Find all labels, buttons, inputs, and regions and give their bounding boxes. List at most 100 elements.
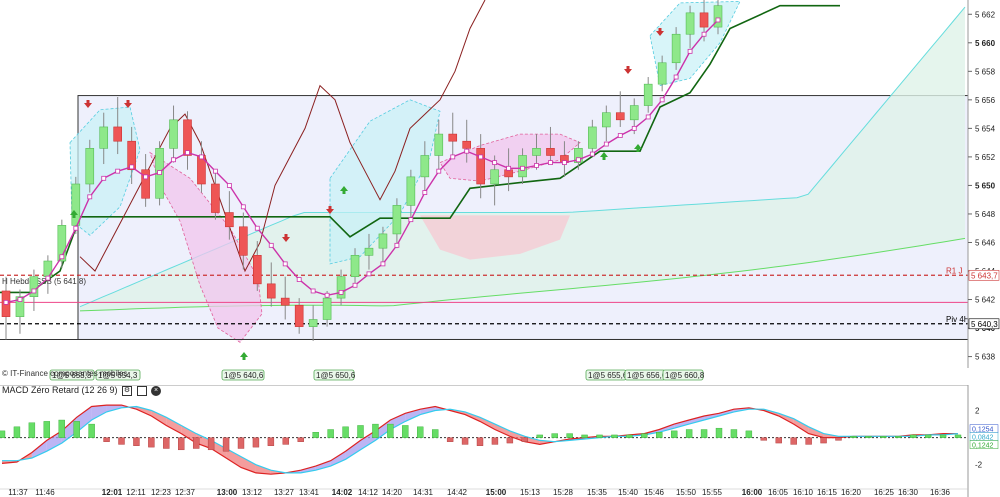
time-tick-label: 16:30 <box>898 488 919 497</box>
candle-body-down <box>280 297 290 306</box>
price-tick-label: 5 646 <box>975 238 996 247</box>
trade-annotation-label: 1@5 650,6 <box>316 371 356 380</box>
candle-body-up <box>713 5 723 28</box>
macd-ribbon <box>46 430 62 452</box>
ma-marker <box>380 261 386 267</box>
macd-ribbon <box>255 464 271 475</box>
macd-histogram-bar <box>626 434 633 438</box>
candle <box>657 55 667 92</box>
candle <box>57 219 67 269</box>
macd-histogram-bar <box>207 437 215 451</box>
macd-histogram-bar <box>551 433 558 438</box>
macd-histogram-bar <box>73 421 80 438</box>
macd-histogram-bar <box>417 426 424 438</box>
candle-body-up <box>629 105 639 121</box>
macd-tick-label: -2 <box>975 461 983 470</box>
time-tick-label: 12:11 <box>126 488 146 497</box>
candle <box>71 176 81 234</box>
ma-marker <box>171 157 176 163</box>
macd-histogram-bar <box>103 437 110 442</box>
ma-marker <box>338 290 344 295</box>
ma-marker <box>506 165 511 171</box>
macd-ribbon <box>405 409 421 422</box>
ma-marker <box>492 160 498 166</box>
candle-body-down <box>266 283 276 299</box>
macd-histogram-bar <box>865 436 872 438</box>
time-tick-label: 15:46 <box>644 488 665 497</box>
ma-marker <box>645 114 651 120</box>
ma-marker <box>534 163 539 168</box>
sell-arrow-icon <box>624 66 632 74</box>
macd-histogram-bar <box>760 437 768 441</box>
candle-body-up <box>85 148 95 185</box>
macd-ribbon <box>808 426 824 438</box>
macd-value-label: 0,1242 <box>972 443 994 450</box>
macd-histogram-bar <box>267 437 275 446</box>
candle-body-down <box>113 126 122 142</box>
time-tick-label: 12:37 <box>175 488 196 497</box>
candle <box>141 154 150 207</box>
macd-ribbon <box>480 417 495 430</box>
ma-marker <box>3 299 9 305</box>
candle <box>266 262 276 307</box>
macd-histogram-bar <box>372 423 379 438</box>
ma-marker <box>548 160 553 166</box>
macd-histogram-bar <box>252 437 260 448</box>
macd-histogram-bar <box>715 427 723 438</box>
source-credit: © IT-Finance composantes mobiles <box>2 369 128 378</box>
ma-marker <box>687 48 693 54</box>
macd-value-label: 0,1254 <box>972 427 994 434</box>
candle <box>99 112 109 165</box>
window-icon[interactable] <box>136 385 147 396</box>
time-tick-label: 14:20 <box>382 488 403 497</box>
candle <box>378 226 388 263</box>
candle <box>308 305 318 341</box>
candle <box>225 191 234 240</box>
candle <box>574 141 583 170</box>
ma-marker <box>575 157 581 163</box>
time-tick-label: 15:00 <box>486 488 507 497</box>
time-tick-label: 16:36 <box>930 488 951 497</box>
candle <box>85 139 95 193</box>
time-tick-label: 15:40 <box>618 488 639 497</box>
time-tick-label: 14:02 <box>332 488 353 497</box>
time-tick-label: 13:27 <box>274 488 295 497</box>
candle <box>169 105 178 163</box>
macd-histogram-bar <box>178 437 185 451</box>
trade-annotation-label: 1@5 654,3 <box>98 371 138 380</box>
time-tick-label: 15:50 <box>676 488 697 497</box>
candle-body-down <box>615 112 625 121</box>
price-axis-bg <box>968 0 1000 368</box>
candle-body-up <box>532 148 541 156</box>
sell-arrow-icon <box>326 206 334 214</box>
wrench-icon[interactable]: ⚙ <box>122 385 133 396</box>
macd-histogram-bar <box>939 434 947 438</box>
macd-histogram-bar <box>133 437 140 446</box>
trade-annotation-label: 1@5 660,8 <box>665 371 705 380</box>
candle-body-up <box>392 205 402 235</box>
macd-ribbon <box>196 433 212 449</box>
candle-body-down <box>141 169 150 199</box>
ma-marker <box>59 254 65 260</box>
trade-annotation-box <box>95 369 141 381</box>
macd-histogram-bar <box>192 437 200 449</box>
ma-marker <box>464 148 470 154</box>
macd-histogram-bar <box>805 437 812 445</box>
candle <box>615 91 625 127</box>
macd-ribbon <box>330 451 346 467</box>
candle-body-up <box>671 33 681 64</box>
time-tick-label: 13:00 <box>217 488 238 497</box>
ma-marker <box>310 288 316 294</box>
ma-marker <box>17 297 23 302</box>
candle-body-down <box>699 12 709 28</box>
candle <box>462 119 472 163</box>
trade-annotation-box <box>221 369 265 381</box>
buy-arrow-icon <box>70 210 78 218</box>
candle-body-down <box>225 212 234 228</box>
close-icon[interactable]: × <box>151 385 162 396</box>
ma-marker <box>715 17 721 23</box>
ma-marker <box>436 168 442 174</box>
candle <box>546 126 555 163</box>
ma-marker <box>659 97 665 103</box>
